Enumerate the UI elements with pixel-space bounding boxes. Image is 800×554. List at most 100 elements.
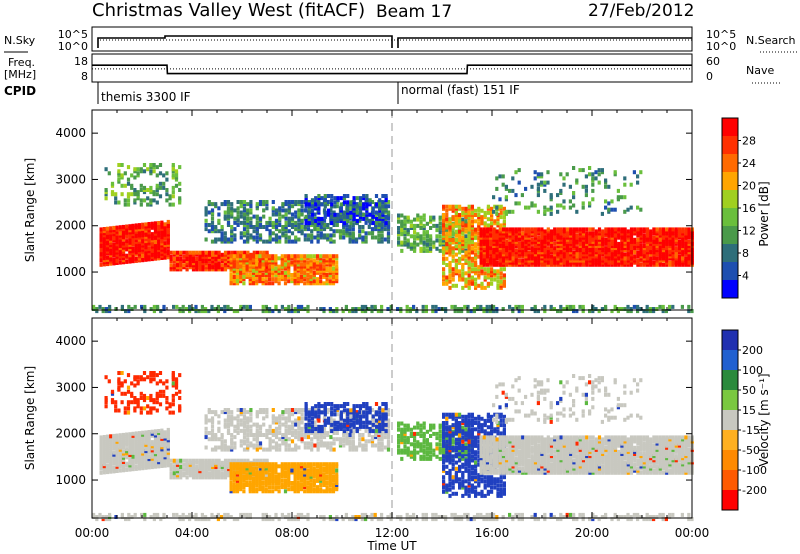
power-cell — [623, 176, 627, 181]
power-cell — [245, 273, 249, 277]
power-cell — [467, 223, 471, 228]
velocity-cell — [153, 429, 158, 434]
power-cell — [207, 200, 211, 204]
power-cell — [381, 210, 385, 215]
power-cell — [153, 244, 158, 249]
power-cell — [677, 258, 682, 263]
velocity-cell — [211, 475, 215, 480]
power-cell — [307, 210, 311, 215]
power-cell — [674, 231, 678, 236]
power-cell — [108, 309, 112, 314]
power-cell — [322, 227, 327, 232]
power-cell — [556, 231, 560, 236]
velocity-cell — [255, 478, 259, 483]
power-cell — [365, 216, 369, 221]
velocity-cell — [144, 438, 148, 443]
velocity-cell — [144, 451, 148, 456]
power-cell — [283, 256, 288, 261]
power-cell — [214, 252, 218, 257]
power-cell — [442, 215, 446, 220]
power-cell — [362, 194, 366, 198]
power-cell — [242, 212, 247, 217]
power-cell — [134, 238, 138, 242]
power-cell — [636, 258, 640, 263]
power-cell — [330, 194, 334, 198]
power-cell — [166, 234, 170, 239]
power-cell — [445, 223, 449, 228]
velocity-cell — [153, 439, 158, 444]
velocity-cell — [243, 458, 247, 463]
power-cell — [508, 233, 512, 238]
power-cell — [330, 221, 334, 226]
power-cell — [150, 255, 154, 259]
power-cell — [445, 242, 449, 247]
power-cell — [445, 279, 449, 284]
power-cell — [354, 309, 358, 314]
velocity-cell — [141, 445, 145, 450]
velocity-cell — [232, 472, 236, 477]
power-cell — [467, 275, 471, 280]
power-cell — [232, 270, 236, 275]
power-cell — [287, 216, 291, 221]
power-cell — [601, 237, 605, 242]
velocity-cell — [118, 447, 122, 452]
power-cell — [157, 241, 161, 246]
velocity-cell — [182, 462, 186, 467]
power-cell — [296, 266, 300, 271]
power-cell — [230, 225, 234, 229]
power-cell — [314, 219, 318, 223]
velocity-cell — [293, 464, 297, 469]
power-cell — [655, 235, 659, 240]
power-cell — [479, 235, 483, 240]
power-cell — [323, 200, 327, 205]
power-cell — [358, 204, 362, 209]
velocity-cell — [271, 464, 275, 469]
power-cell — [274, 223, 279, 227]
velocity-cell — [271, 489, 275, 494]
power-cell — [255, 202, 259, 207]
power-cell — [201, 252, 205, 257]
power-cell — [483, 275, 487, 280]
power-cell — [179, 252, 183, 257]
power-cell — [442, 250, 446, 255]
power-cell — [514, 304, 518, 309]
power-cell — [220, 257, 224, 261]
power-cell — [325, 266, 329, 271]
power-cell — [153, 240, 158, 245]
power-cell — [126, 198, 131, 203]
power-cell — [610, 231, 614, 236]
power-cell — [671, 235, 675, 240]
power-cell — [482, 248, 486, 253]
power-cell — [549, 248, 554, 253]
power-cell — [562, 235, 566, 240]
power-cell — [313, 200, 317, 204]
power-cell — [617, 248, 621, 253]
velocity-cell — [242, 474, 246, 479]
velocity-cell — [160, 455, 164, 460]
power-cell — [604, 250, 608, 255]
power-cell — [623, 262, 627, 267]
velocity-cell — [283, 462, 288, 467]
power-cell — [521, 237, 525, 242]
power-cell — [261, 256, 265, 261]
velocity-cell — [153, 454, 158, 459]
power-cell — [649, 252, 653, 257]
power-cell — [296, 260, 300, 265]
power-cell — [442, 271, 446, 276]
power-cell — [461, 235, 465, 240]
velocity-cell — [223, 462, 228, 467]
power-cell — [681, 246, 685, 251]
power-cell — [149, 188, 153, 192]
power-cell — [310, 233, 314, 238]
power-cell — [517, 252, 522, 257]
power-cell — [479, 256, 483, 261]
power-cell — [134, 242, 138, 247]
power-cell — [229, 281, 233, 286]
power-cell — [235, 264, 240, 269]
power-cell — [607, 231, 611, 236]
power-cell — [342, 229, 346, 234]
power-cell — [687, 304, 691, 309]
velocity-cell — [283, 466, 288, 471]
power-cell — [271, 237, 275, 242]
power-cell — [409, 244, 413, 249]
